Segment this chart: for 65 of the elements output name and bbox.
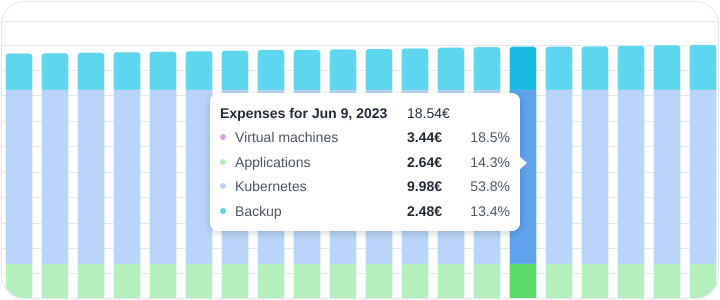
bar — [294, 264, 320, 298]
bar — [690, 264, 716, 298]
bar — [474, 47, 500, 90]
bar — [294, 50, 320, 90]
bar — [654, 264, 680, 298]
bar — [186, 90, 212, 264]
bar — [582, 264, 608, 298]
bar — [78, 264, 104, 298]
bar — [366, 264, 392, 298]
annotation: 2.64€ — [407, 152, 442, 172]
annotation: 9.98€ — [407, 177, 442, 196]
bar — [42, 264, 68, 298]
annotation: 14.3% — [470, 152, 510, 172]
bar — [582, 90, 608, 264]
bar — [438, 264, 464, 298]
legend-label: Backup — [235, 202, 282, 222]
bar — [42, 53, 68, 90]
bar — [114, 264, 140, 298]
bar — [510, 264, 536, 298]
bar — [618, 264, 644, 298]
bar — [366, 48, 392, 90]
annotation: 18.5% — [470, 128, 510, 147]
bar — [186, 51, 212, 90]
bar — [150, 90, 176, 264]
bar — [618, 46, 644, 90]
bar — [150, 52, 176, 90]
bar — [654, 90, 680, 264]
bar — [114, 90, 140, 264]
bar — [114, 52, 140, 90]
bar — [546, 46, 572, 90]
bar — [6, 264, 32, 298]
bar — [42, 90, 68, 264]
bar — [330, 264, 356, 298]
bar — [186, 264, 212, 298]
bar — [546, 264, 572, 298]
annotation: 18.54€ — [407, 104, 450, 123]
bar — [618, 90, 644, 264]
bar — [330, 49, 356, 90]
bar — [222, 264, 248, 298]
bar — [6, 54, 32, 90]
bar — [438, 48, 464, 90]
annotation: Expenses for Jun 9, 2023 — [220, 104, 388, 123]
bar — [546, 90, 572, 264]
annotation: 2.48€ — [407, 202, 442, 222]
bar — [258, 264, 284, 298]
bar — [402, 264, 428, 298]
bar — [258, 50, 284, 90]
legend-label: Applications — [235, 152, 310, 172]
bar — [690, 44, 716, 90]
bar — [402, 48, 428, 90]
legend-label: Kubernetes — [235, 177, 307, 196]
bar — [654, 45, 680, 90]
bar — [690, 90, 716, 264]
bar — [222, 50, 248, 90]
annotation: Virtual machines — [235, 128, 338, 147]
annotation: 53.8% — [470, 177, 510, 196]
annotation: 13.4% — [470, 202, 510, 222]
bar — [6, 90, 32, 264]
bar — [78, 52, 104, 90]
bar — [150, 264, 176, 298]
bar — [78, 90, 104, 264]
bar — [582, 46, 608, 90]
bar — [510, 46, 536, 90]
bar — [474, 264, 500, 298]
annotation: 3.44€ — [407, 128, 442, 147]
